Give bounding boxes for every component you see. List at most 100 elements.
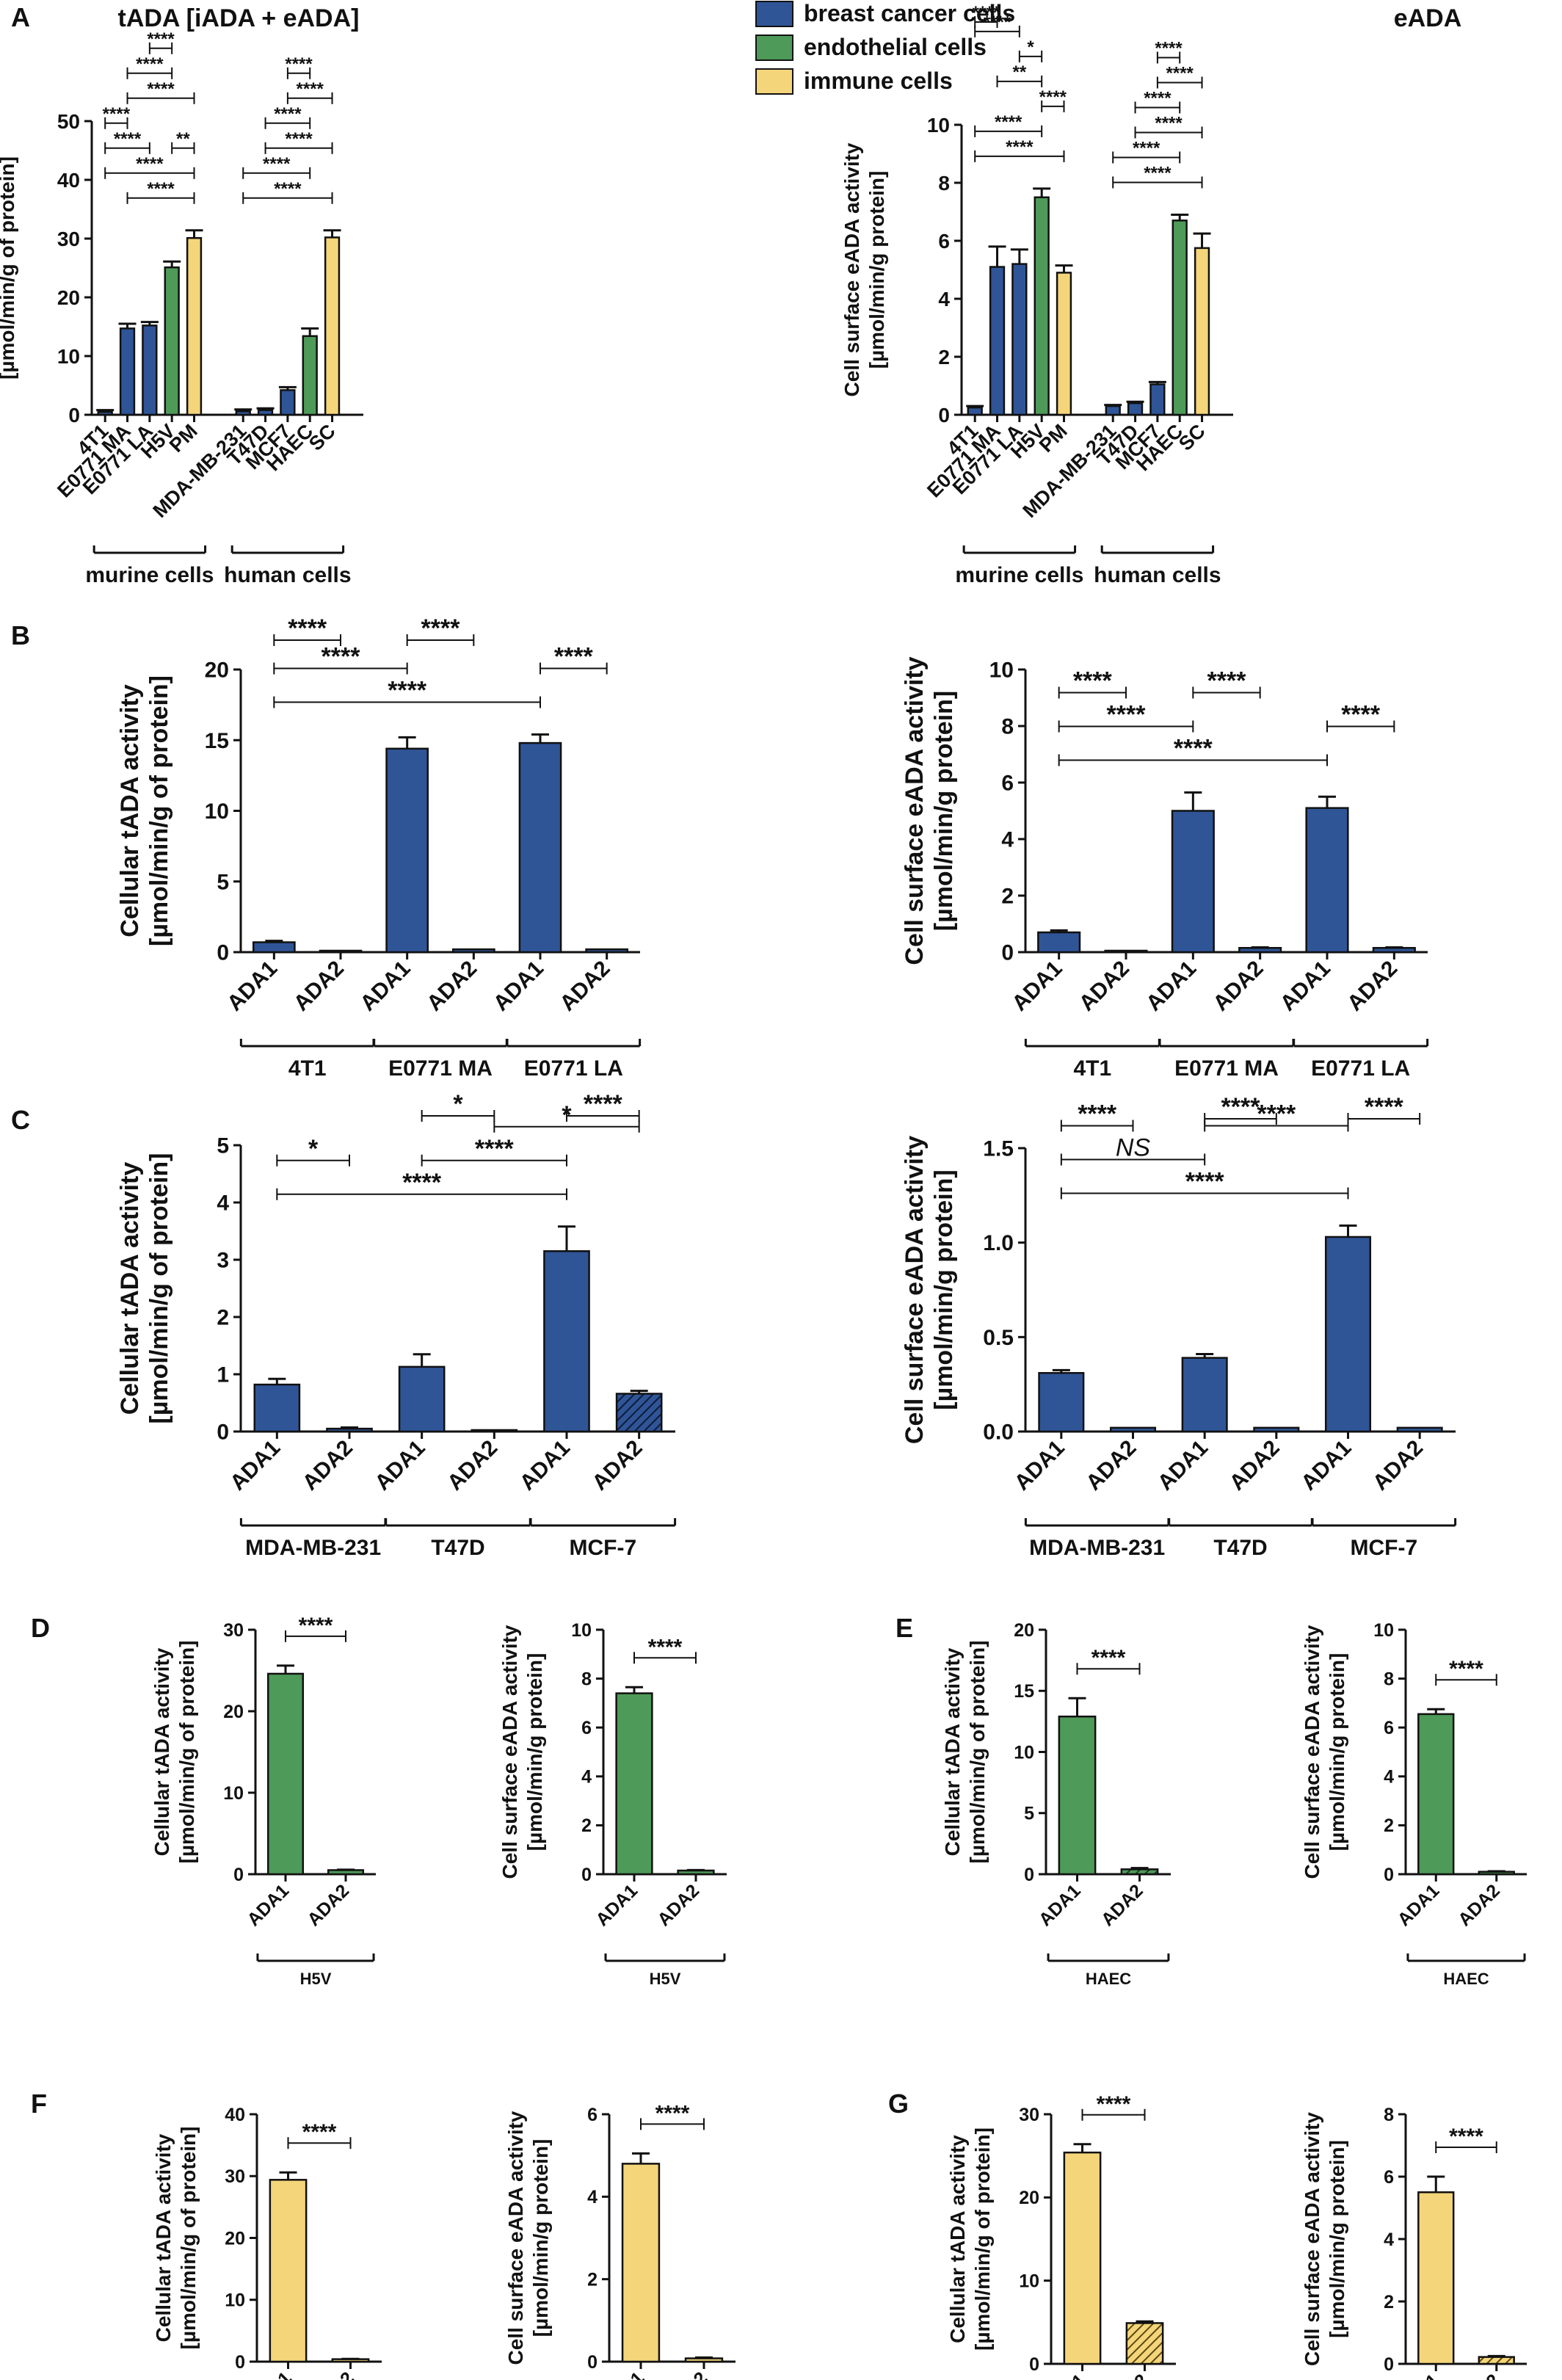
y-axis-label: Cellular tADA activity[µmol/min/g of pro… [941, 1641, 989, 1864]
group-label-2: E0771 MA [1174, 1056, 1279, 1081]
x-tick-label: ADA1 [1040, 2370, 1090, 2380]
y-tick-label: 6 [1384, 1718, 1394, 1738]
sig-label-6: **** [147, 79, 175, 99]
y-tick-label: 0 [1384, 1865, 1394, 1885]
y-tick-label: 8 [1384, 1669, 1394, 1689]
y-tick-label: 40 [57, 169, 80, 192]
y-axis-label: Cell surface eADA activity [µmol/min/g pr… [498, 1625, 546, 1879]
y-tick-label: 5 [217, 870, 229, 894]
group-label-2: T47D [1213, 1536, 1267, 1560]
bar-1 [615, 1692, 653, 1876]
sig-label-3: **** [421, 614, 461, 642]
y-tick-label: 1.0 [983, 1231, 1014, 1255]
y-axis-label: Cell surface eADA activity [µmol/min/g pr… [1301, 2112, 1348, 2366]
sig-label-1: **** [1091, 1646, 1126, 1670]
x-tick-label: ADA1 [222, 957, 282, 1016]
x-tick-label: ADA2 [661, 2368, 711, 2380]
bar-1 [621, 2163, 661, 2363]
bar-1 [269, 2179, 308, 2363]
bar-5 [1056, 272, 1072, 416]
group-label-2: T47D [431, 1536, 484, 1560]
sig-label-4: ** [1013, 62, 1027, 82]
group-label-3: MCF-7 [570, 1536, 637, 1560]
panel-label-c: C [11, 1105, 30, 1135]
chart-e-left: Cellular tADA activity [µmol/min/g of pro… [941, 1620, 1171, 1988]
x-tick-label: ADA2 [1097, 1880, 1147, 1930]
legend-label-3: immune cells [804, 68, 953, 94]
bar-7 [1127, 402, 1144, 416]
sig-label-1: **** [648, 1635, 683, 1659]
sig-label-13: **** [297, 79, 324, 99]
y-tick-label: 6 [1384, 2167, 1394, 2188]
bar-3 [398, 1365, 446, 1433]
sig-label-4: **** [1341, 700, 1381, 728]
sig-label-2: **** [475, 1135, 515, 1163]
y-axis-label-line-2: [µmol/min/g protein] [1326, 2140, 1348, 2338]
x-tick-label: ADA2 [653, 1880, 703, 1930]
x-tick-label: ADA2 [1075, 957, 1134, 1016]
legend-swatch-3 [755, 68, 793, 95]
y-axis-label: Cellular tADA activity[µmol/min/g of pro… [116, 675, 173, 946]
panel-label-e: E [896, 1613, 913, 1643]
sig-label-7: **** [136, 54, 164, 74]
y-tick-label: 0 [217, 1421, 229, 1445]
y-tick-label: 0 [1001, 941, 1014, 965]
x-tick-label: ADA1 [1008, 957, 1067, 1016]
sig-label-9: **** [1133, 138, 1160, 158]
bar-2 [1478, 2356, 1515, 2365]
y-axis-label-line-1: Cell surface eADA activity [1301, 2112, 1323, 2366]
sig-label-11: **** [285, 129, 313, 149]
y-tick-label: 20 [1019, 2188, 1039, 2208]
sig-label-1: **** [402, 1169, 442, 1197]
x-tick-label: ADA1 [243, 1880, 293, 1930]
y-tick-label: 4 [1384, 1767, 1394, 1788]
y-tick-label: 2 [1001, 885, 1014, 909]
y-axis-label: Cell surface eADA activity [µmol/min/g pr… [840, 142, 888, 396]
bar-2 [1120, 1868, 1159, 1876]
group-label-1: murine cells [955, 563, 1083, 587]
y-tick-label: 0 [1384, 2354, 1394, 2375]
legend-swatch-2 [755, 35, 793, 61]
y-tick-label: 1 [217, 1363, 229, 1387]
y-tick-label: 0.5 [983, 1326, 1014, 1350]
y-tick-label: 40 [225, 2105, 245, 2125]
y-tick-label: 4 [1384, 2230, 1394, 2250]
y-tick-label: 3 [217, 1249, 229, 1273]
y-tick-label: 4 [938, 288, 950, 311]
group-label-2: human cells [1094, 563, 1221, 587]
y-axis-label: Cell surface eADA activity [µmol/min/g pr… [901, 1136, 958, 1444]
bar-8 [1149, 383, 1166, 416]
y-axis-label-line-2: [µmol/min/g protein] [930, 691, 958, 931]
bar-2 [119, 327, 136, 416]
bar-2 [684, 2357, 724, 2363]
y-tick-label: 10 [927, 114, 950, 137]
x-tick-label: ADA1 [1153, 1436, 1213, 1495]
chart-c-right: Cell surface eADA activity [µmol/min/g pr… [901, 1093, 1457, 1560]
bar-3 [1171, 810, 1215, 954]
bar-2 [326, 1427, 373, 1433]
sig-label-10: **** [263, 154, 291, 174]
bar-4 [471, 1429, 518, 1433]
y-tick-label: 0.0 [983, 1421, 1014, 1445]
sig-label-8: **** [1144, 163, 1172, 183]
x-tick-label: ADA2 [298, 1436, 357, 1495]
y-tick-label: 0 [938, 404, 950, 427]
bar-4 [1253, 1426, 1300, 1433]
y-tick-label: 8 [1001, 715, 1014, 739]
y-axis-label-line-2: [µmol/min/g of protein] [145, 1153, 173, 1424]
y-axis-label: Cellular tADA activity[µmol/min/g of pro… [946, 2127, 994, 2351]
bar-5 [1324, 1236, 1372, 1433]
legend-swatch-1 [755, 1, 793, 27]
x-tick-label: ADA2 [308, 2368, 358, 2380]
group-label-3: E0771 LA [1311, 1056, 1410, 1081]
x-tick-label: ADA2 [1081, 1436, 1141, 1495]
y-tick-label: 30 [225, 2166, 245, 2187]
y-axis-label: Cell surface eADA activity [µmol/min/g pr… [901, 656, 958, 965]
x-tick-label: ADA1 [1276, 957, 1335, 1016]
x-tick-label: ADA1 [1394, 1880, 1444, 1930]
y-axis-label-line-1: Cell surface eADA activity [498, 1625, 521, 1879]
chart-a-right: eADA Cell surface eADA activity [µmol/min/… [840, 3, 1461, 587]
bar-6 [1105, 404, 1121, 416]
bar-5 [1305, 807, 1349, 954]
y-tick-label: 8 [581, 1669, 592, 1689]
